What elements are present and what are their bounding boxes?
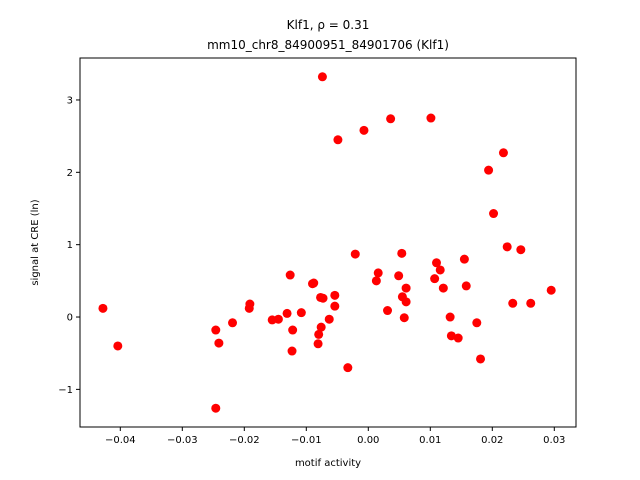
data-point-25 [330,301,340,311]
data-point-46 [446,331,456,341]
data-point-34 [394,271,404,281]
data-point-40 [426,113,436,123]
chart-title-line1: Klf1, ρ = 0.31 [287,18,370,32]
x-tick-label: 0.03 [543,435,565,446]
data-point-9 [273,314,283,324]
data-point-11 [285,270,295,280]
y-axis-ticks: −1 0 1 2 3 [58,95,80,396]
data-point-28 [350,249,360,259]
plot-area-frame [79,57,577,428]
data-point-14 [296,308,306,318]
data-point-42 [432,258,441,268]
data-point-59 [546,285,556,295]
x-tick-label: −0.03 [167,435,198,446]
data-point-58 [526,298,536,308]
data-point-17 [313,339,323,349]
data-point-41 [430,274,440,284]
data-point-2 [211,403,221,413]
x-tick-label: −0.04 [105,435,136,446]
data-point-7 [245,299,255,309]
x-axis-ticks: −0.04 −0.03 −0.02 −0.01 0.00 0.01 0.02 0.03 [105,427,565,446]
data-point-52 [484,165,494,175]
data-point-49 [461,281,471,291]
x-tick-label: 0.02 [481,435,503,446]
data-point-0 [98,303,108,313]
data-point-54 [498,148,508,158]
data-point-56 [508,298,518,308]
x-tick-label: −0.01 [291,435,322,446]
data-point-37 [399,313,409,323]
data-point-48 [459,254,469,264]
data-point-12 [287,346,297,356]
data-point-20 [316,322,326,332]
y-tick-label: −1 [58,385,73,396]
data-point-29 [359,125,369,135]
chart-title-line2: mm10_chr8_84900951_84901706 (Klf1) [207,38,449,52]
data-point-18 [314,329,324,339]
x-axis-label: motif activity [295,458,361,469]
x-tick-label: 0.00 [357,435,379,446]
y-axis-label: signal at CRE (ln) [30,199,41,285]
y-tick-label: 2 [67,168,73,179]
x-tick-label: 0.01 [419,435,441,446]
data-point-23 [324,314,334,324]
data-point-55 [502,242,512,252]
data-point-27 [343,363,353,373]
data-point-45 [445,312,455,322]
data-point-57 [516,245,526,255]
data-point-33 [386,114,396,124]
data-point-38 [401,283,411,293]
data-point-30 [371,276,381,286]
data-point-1 [113,341,123,351]
data-point-3 [211,325,221,335]
data-point-4 [214,338,224,348]
data-point-26 [333,135,343,145]
data-point-16 [309,278,319,288]
data-point-51 [476,354,486,364]
y-tick-label: 0 [67,313,73,324]
data-point-13 [288,325,298,335]
data-point-47 [453,333,463,343]
data-point-5 [228,318,238,328]
data-point-21 [317,72,327,82]
x-tick-label: −0.02 [229,435,260,446]
y-tick-label: 1 [67,240,73,251]
data-points [98,72,556,413]
data-point-10 [282,308,292,318]
data-point-53 [489,209,499,219]
data-point-22 [318,293,328,303]
data-point-32 [383,306,393,316]
data-point-44 [438,283,448,293]
data-point-24 [330,290,340,300]
data-point-35 [397,248,407,258]
y-tick-label: 3 [67,95,73,106]
data-point-31 [373,268,383,278]
data-point-50 [472,318,482,328]
data-point-43 [435,265,445,275]
data-point-39 [401,297,411,307]
